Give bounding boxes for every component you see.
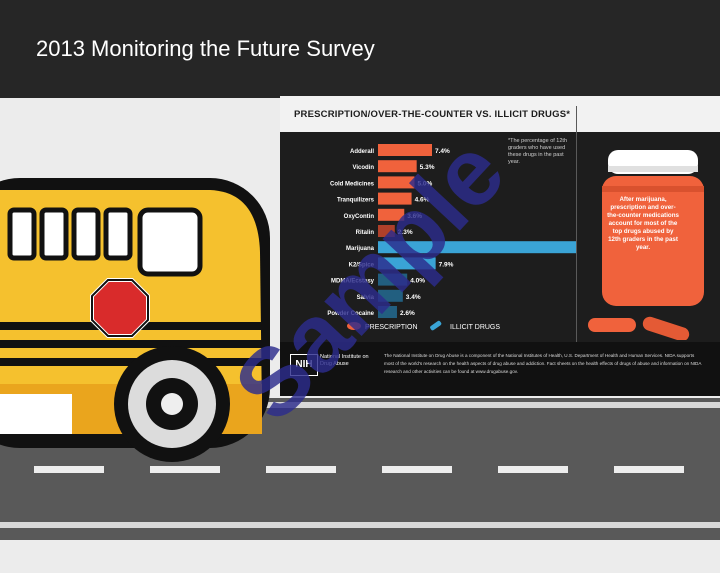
value-label: 2.6% (400, 310, 415, 317)
nih-name: National Institute on Drug Abuse (320, 354, 369, 367)
road-dash (498, 466, 568, 473)
bar (378, 208, 405, 221)
category-label: Cold Medicines (330, 181, 375, 187)
value-label: 7.4% (435, 148, 450, 155)
title-bar: 2013 Monitoring the Future Survey (0, 0, 720, 98)
category-label: Vicodin (352, 165, 374, 171)
bar (378, 257, 436, 270)
value-label: 4.0% (410, 278, 425, 285)
slide-title: 2013 Monitoring the Future Survey (36, 36, 375, 61)
road-dash (34, 466, 104, 473)
value-label: 7.9% (439, 261, 454, 268)
pill-note: After marijuana, prescription and over-t… (607, 196, 679, 251)
bar (378, 192, 412, 205)
syringe-icon (430, 320, 442, 331)
bar (378, 273, 408, 286)
bar (378, 144, 432, 156)
value-label: 4.6% (415, 197, 430, 204)
category-label: Tranquilizers (337, 198, 375, 204)
value-label: 2.3% (398, 229, 413, 236)
bar (378, 160, 417, 173)
legend-item-illicit: ILLICIT DRUGS (430, 320, 500, 331)
category-label: Ritalin (356, 230, 375, 236)
road-dash (382, 466, 452, 473)
pill-icon (347, 322, 361, 330)
category-label: OxyContin (344, 214, 375, 220)
category-label: Adderall (350, 149, 374, 155)
category-label: MDMA/Ecstasy (331, 279, 375, 285)
bar (378, 306, 397, 318)
category-label: Salvia (357, 295, 375, 301)
chart-title: PRESCRIPTION/OVER-THE-COUNTER VS. ILLICI… (294, 109, 571, 120)
category-label: K2/Spice (349, 262, 375, 268)
bar (378, 176, 415, 189)
road-dash (614, 466, 684, 473)
bar (378, 241, 576, 254)
category-label: Powder Cocaine (327, 311, 374, 317)
legend-label-illicit: ILLICIT DRUGS (450, 324, 500, 331)
value-label: 3.6% (407, 213, 422, 220)
school-bus-illustration (0, 178, 270, 462)
value-label: 5.0% (417, 180, 432, 187)
nih-about-text: The National Institute on Drug Abuse is … (384, 353, 702, 374)
category-label: Marijuana (346, 246, 375, 252)
infographic-footer: NIH National Institute on Drug Abuse The… (280, 342, 720, 396)
pill-bottle-icon (588, 150, 704, 340)
bar-chart: Adderall 7.4% Vicodin 5.3% Cold Medicines 5.0… (327, 144, 576, 318)
divider (576, 106, 577, 342)
nih-logo: NIH (290, 354, 318, 376)
infographic: PRESCRIPTION/OVER-THE-COUNTER VS. ILLICI… (280, 96, 720, 396)
road-edge-top (0, 402, 720, 408)
bar (378, 289, 403, 302)
legend: PRESCRIPTION ILLICIT DRUGS (347, 320, 500, 331)
value-label: 5.3% (420, 164, 435, 171)
legend-label-prescription: PRESCRIPTION (365, 324, 418, 331)
bar (378, 225, 395, 237)
infographic-header: PRESCRIPTION/OVER-THE-COUNTER VS. ILLICI… (280, 96, 720, 132)
value-label: 3.4% (406, 294, 421, 301)
stop-sign-icon (90, 278, 150, 338)
legend-item-prescription: PRESCRIPTION (347, 322, 418, 331)
road-dash (150, 466, 220, 473)
road-edge-bottom (0, 522, 720, 528)
road-dash (266, 466, 336, 473)
chart-footnote: *The percentage of 12th graders who have… (508, 138, 568, 165)
